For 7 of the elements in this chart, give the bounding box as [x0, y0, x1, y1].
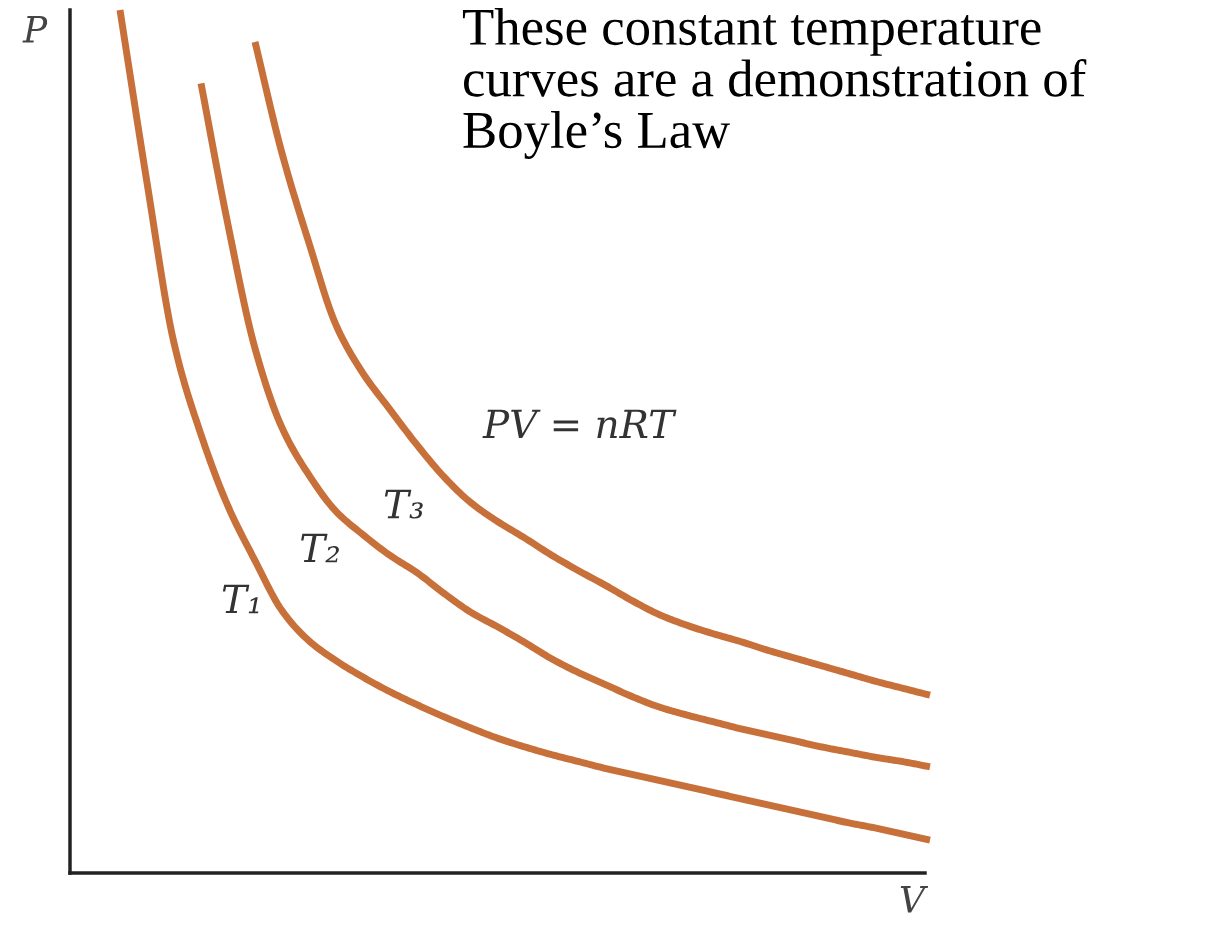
- annotation: PV = nRT: [482, 409, 677, 438]
- x-axis-title: V: [900, 886, 929, 913]
- y-axis-title: P: [22, 16, 48, 43]
- series-label: T₁: [222, 584, 259, 614]
- series-label: T₂: [301, 533, 339, 563]
- series-label: T₃: [384, 489, 423, 519]
- text: These constant temperature curves are a demonstration of Boyle’s Law: [462, 8, 1087, 160]
